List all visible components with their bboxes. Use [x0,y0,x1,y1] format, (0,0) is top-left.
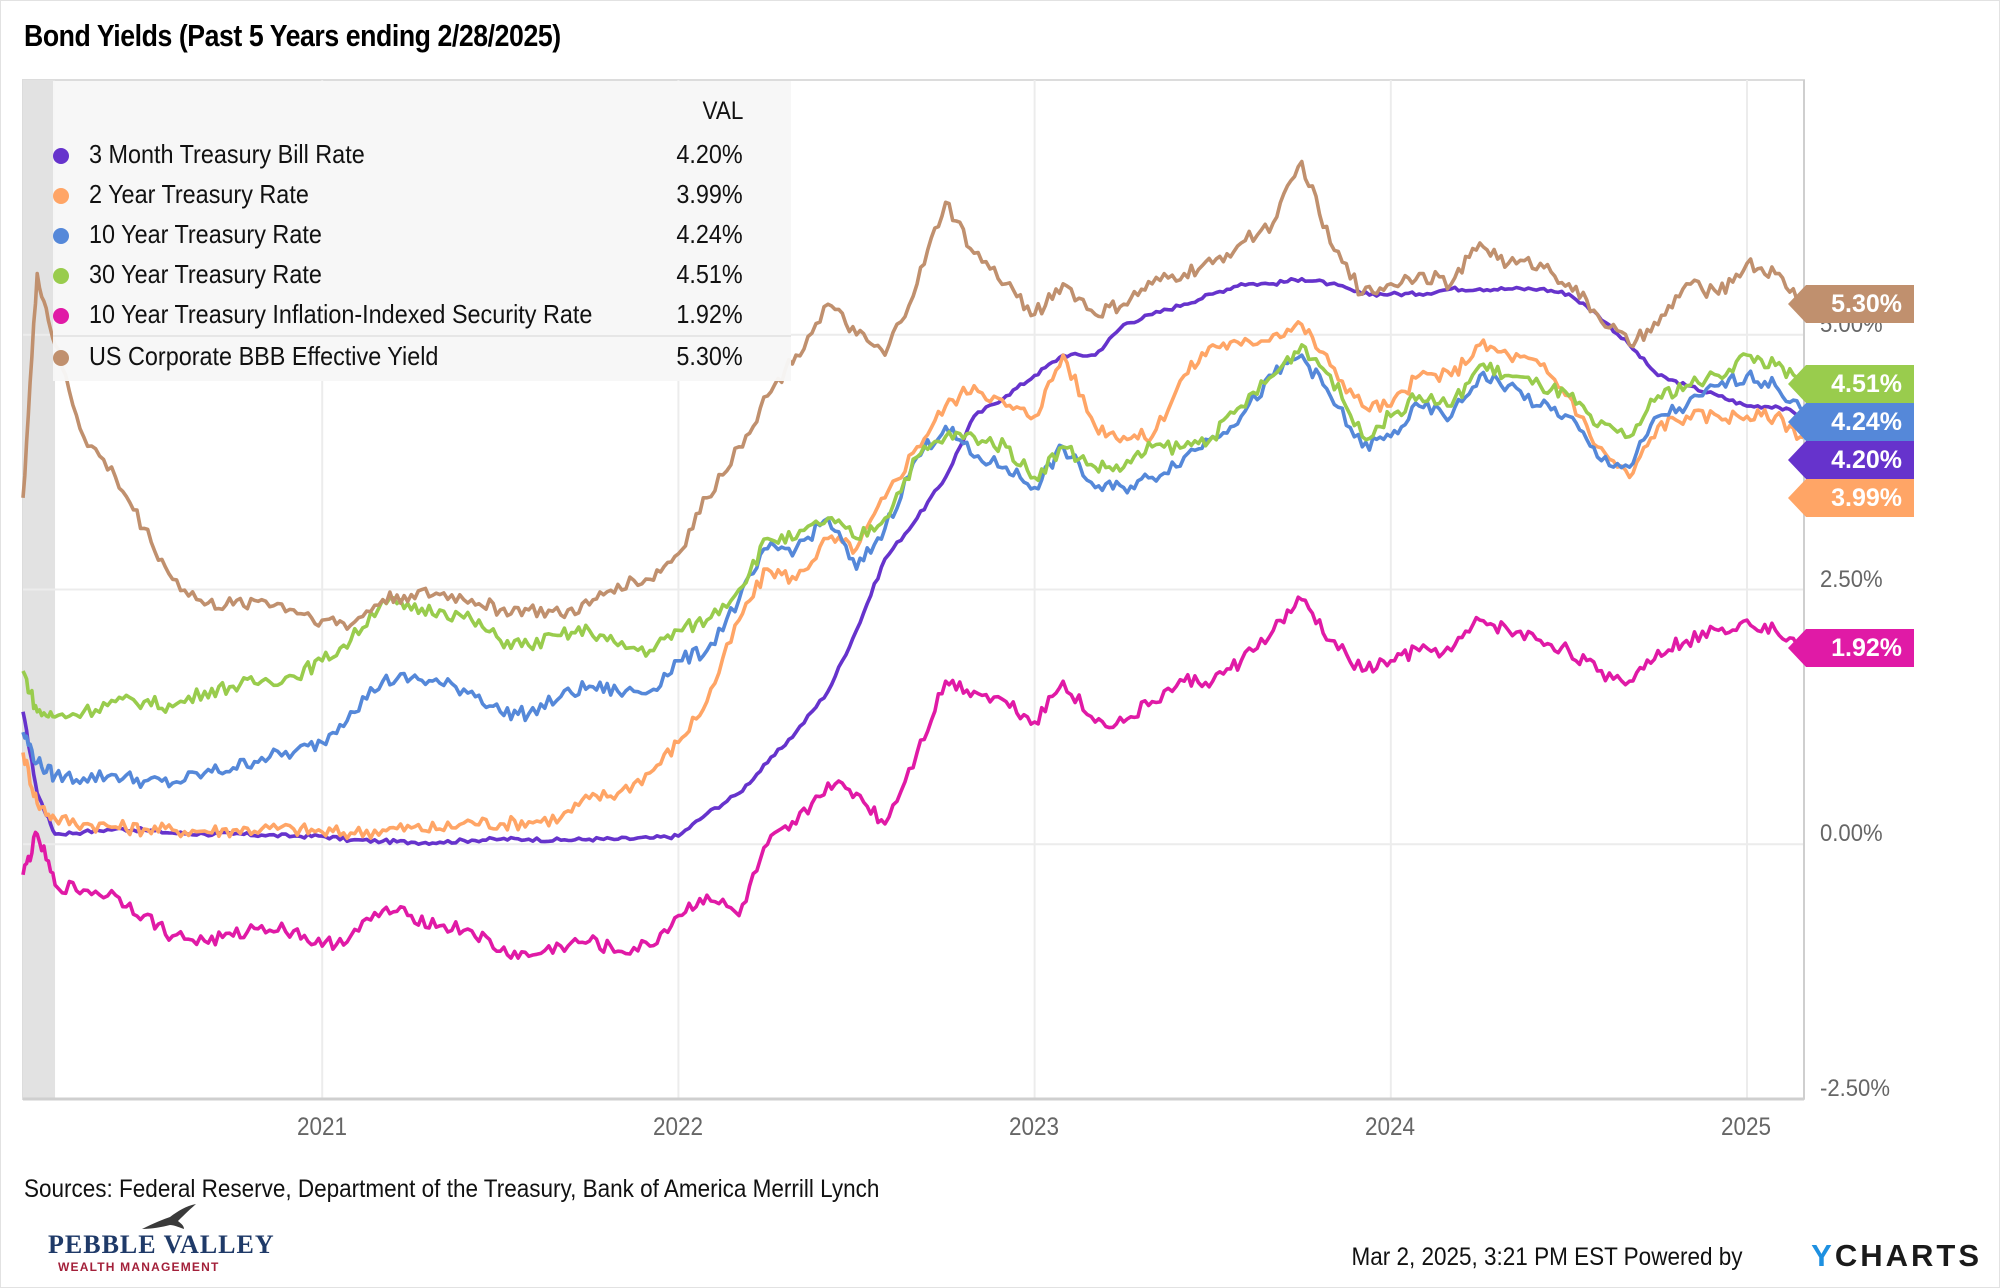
series-line [21,595,1806,960]
series-line [21,159,1805,631]
logo-name: PEBBLE VALLEY [48,1230,275,1259]
series-dot-icon [53,228,69,244]
timestamp: Mar 2, 2025, 3:21 PM EST Powered by [1350,1243,1742,1271]
logo-subtitle: WEALTH MANAGEMENT [58,1260,220,1274]
legend-item[interactable]: 30 Year Treasury Rate 4.51% [53,255,791,295]
legend-item[interactable]: 10 Year Treasury Inflation-Indexed Secur… [53,295,791,335]
legend-label: 10 Year Treasury Rate [89,219,322,249]
end-value-label-2y: 3.99% [1788,479,1914,517]
series-dot-icon [53,350,69,366]
legend-item[interactable]: US Corporate BBB Effective Yield 5.30% [53,335,791,377]
legend-value: 4.24% [676,219,743,249]
y-tick-label: 0.00% [1820,820,1883,847]
legend-item[interactable]: 10 Year Treasury Rate 4.24% [53,215,791,255]
series-dot-icon [53,148,69,164]
legend-value: 4.51% [676,259,743,289]
eagle-icon [142,1204,196,1229]
ycharts-logo[interactable]: YCHARTS [1811,1238,1982,1274]
ycharts-y: Y [1811,1238,1835,1273]
legend-value: 4.20% [676,139,743,169]
legend-label: 2 Year Treasury Rate [89,179,309,209]
pebble-valley-logo: PEBBLE VALLEY WEALTH MANAGEMENT [44,1203,284,1275]
series-line [21,353,1806,789]
x-tick-label: 2022 [652,1113,704,1141]
legend: VAL 3 Month Treasury Bill Rate 4.20% 2 Y… [53,81,791,381]
legend-value: 5.30% [676,341,743,371]
x-tick-label: 2025 [1720,1113,1772,1141]
legend-item[interactable]: 2 Year Treasury Rate 3.99% [53,175,791,215]
sources-note: Sources: Federal Reserve, Department of … [24,1175,880,1203]
series-line [21,343,1806,720]
end-value-label-bbb: 5.30% [1788,285,1914,323]
legend-label: 3 Month Treasury Bill Rate [89,139,365,169]
series-line [21,320,1805,841]
end-value-label-3m: 4.20% [1788,441,1914,479]
legend-value: 3.99% [676,179,743,209]
legend-label: US Corporate BBB Effective Yield [89,341,439,371]
y-tick-label: -2.50% [1820,1075,1890,1102]
legend-label: 30 Year Treasury Rate [89,259,322,289]
x-tick-label: 2023 [1008,1113,1060,1141]
x-tick-label: 2021 [296,1113,348,1141]
legend-value: 1.92% [676,299,743,329]
end-value-label-30y: 4.51% [1788,365,1914,403]
legend-item[interactable]: 3 Month Treasury Bill Rate 4.20% [53,135,791,175]
chart-title: Bond Yields (Past 5 Years ending 2/28/20… [24,18,561,53]
legend-label: 10 Year Treasury Inflation-Indexed Secur… [89,299,593,329]
legend-header: VAL [702,97,743,125]
ycharts-wordmark: CHARTS [1834,1238,1982,1273]
end-value-label-10y: 4.24% [1788,403,1914,441]
end-value-label-tips: 1.92% [1788,629,1914,667]
series-dot-icon [53,268,69,284]
x-tick-label: 2024 [1364,1113,1416,1141]
series-dot-icon [53,308,69,324]
series-dot-icon [53,188,69,204]
y-tick-label: 2.50% [1820,566,1883,593]
